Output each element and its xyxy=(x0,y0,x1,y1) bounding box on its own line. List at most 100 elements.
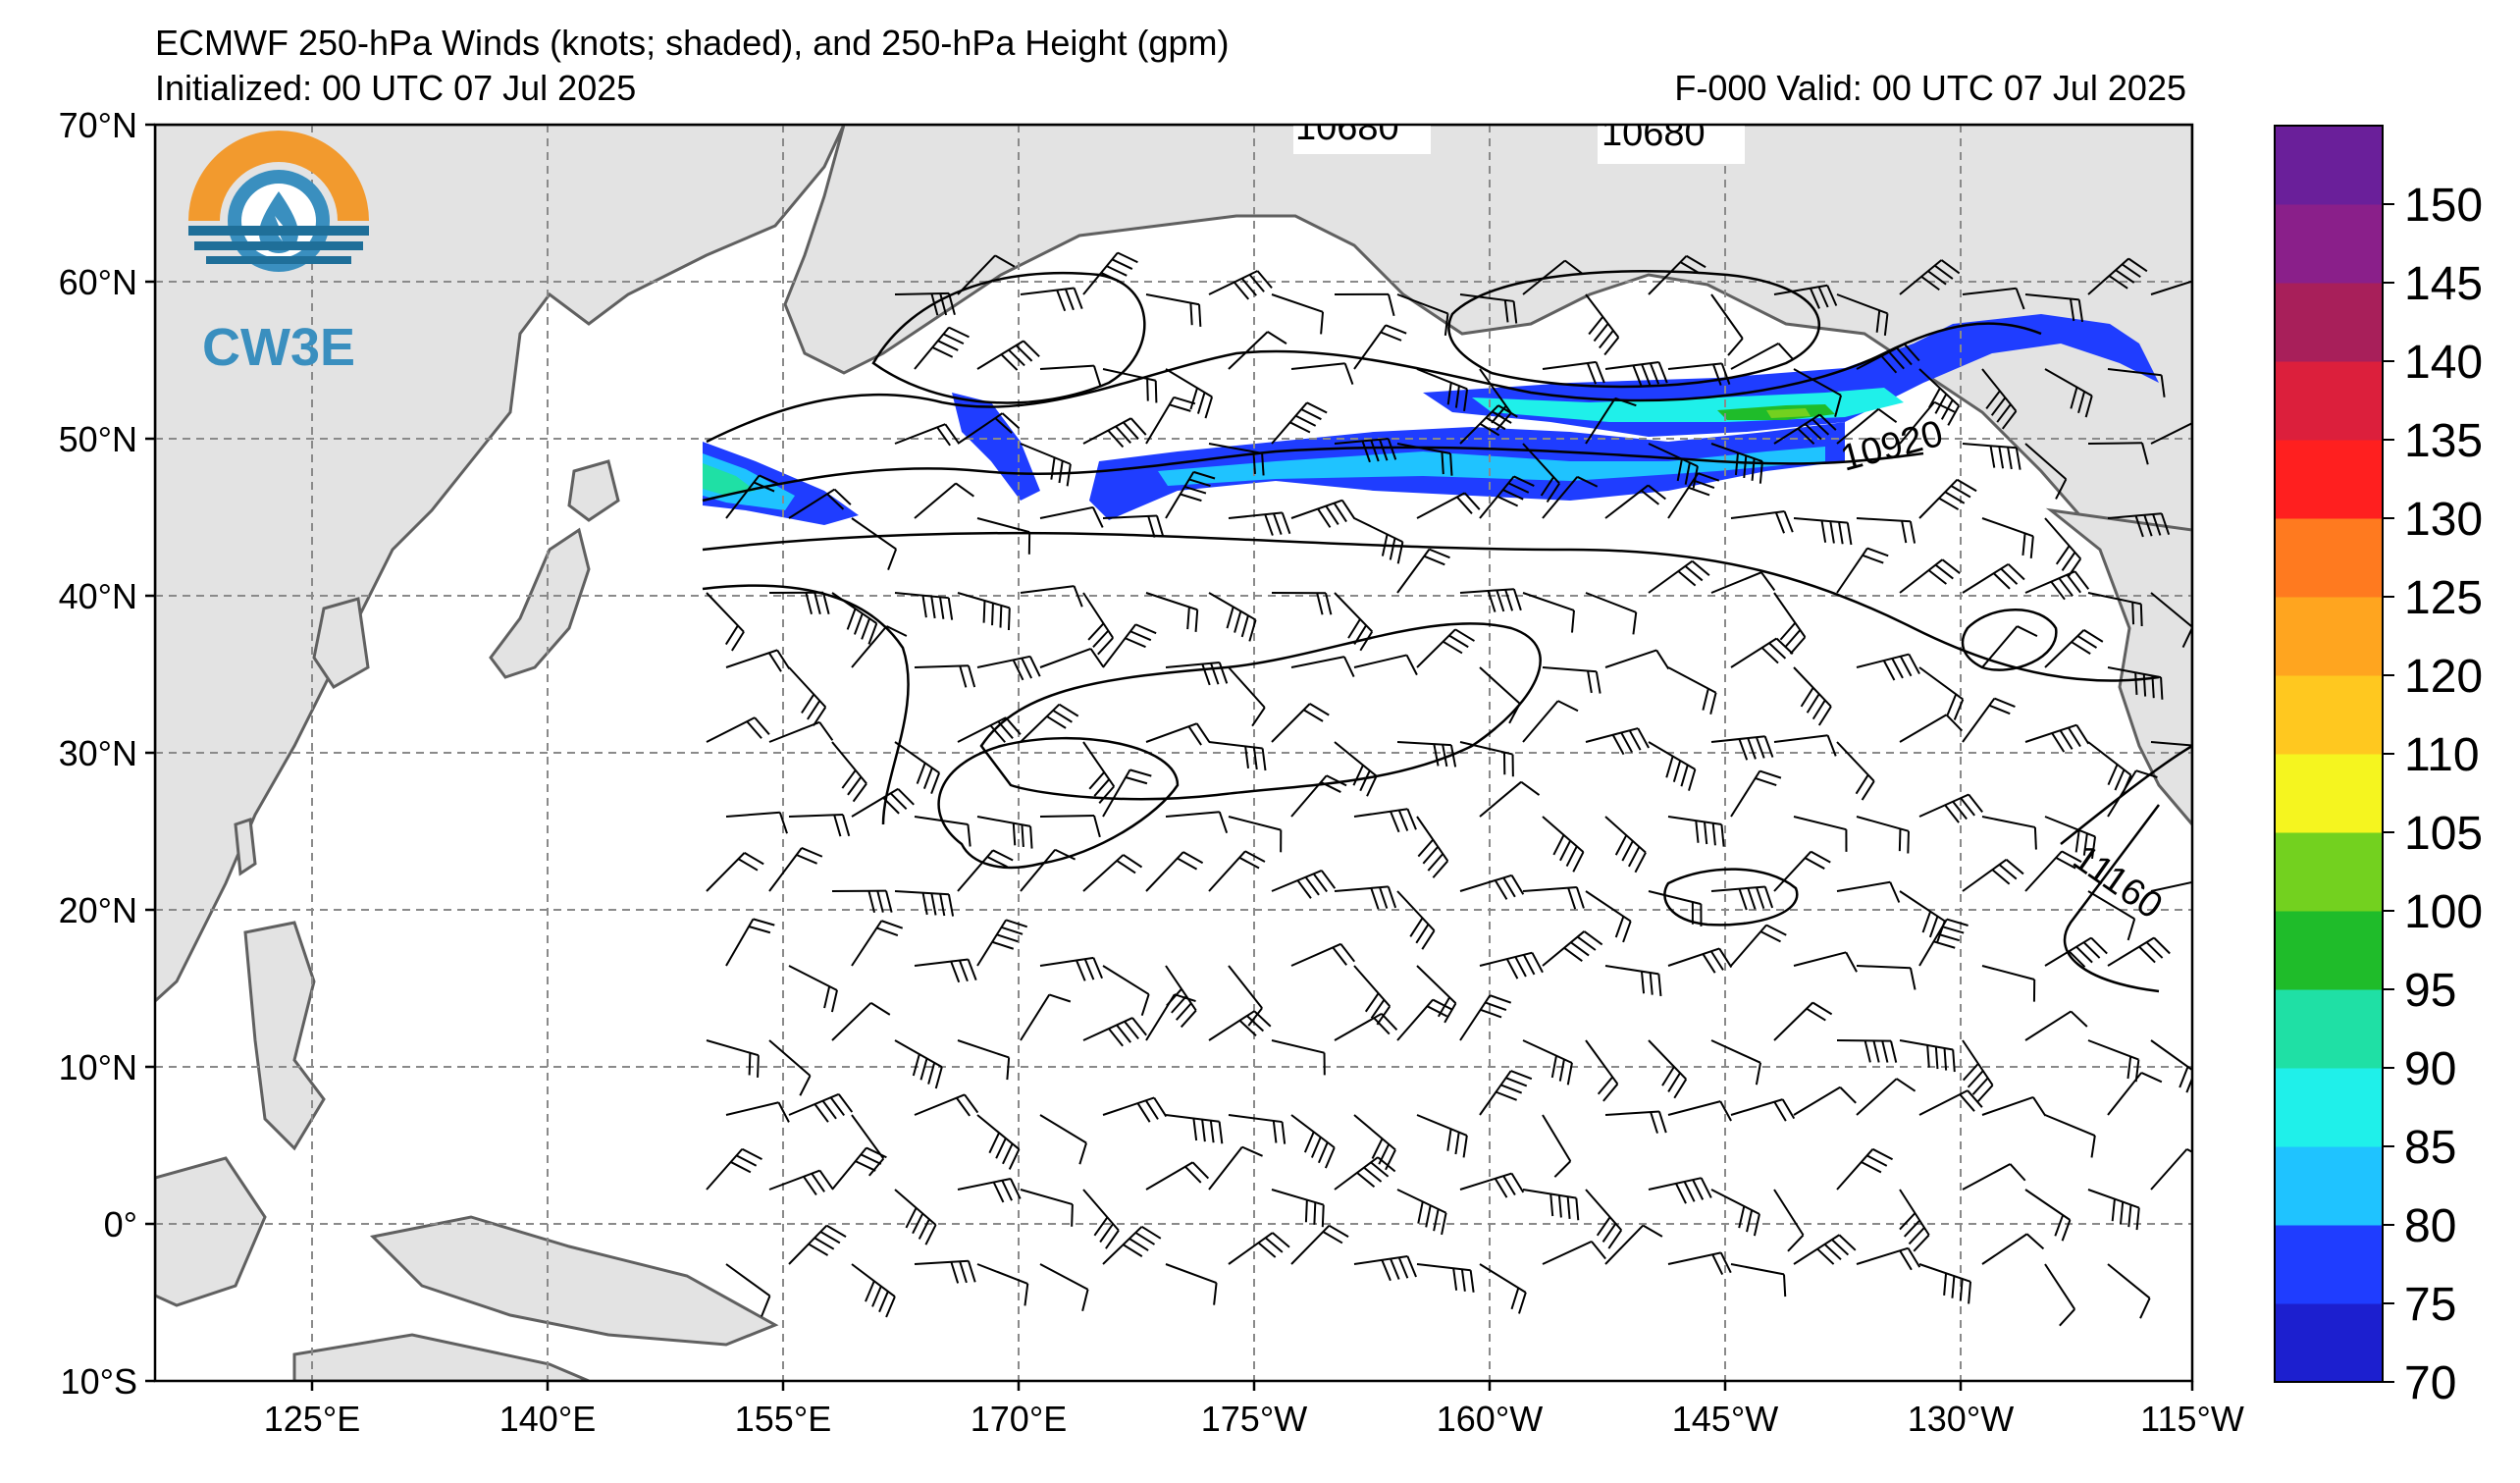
wind-barb xyxy=(1271,592,1333,615)
colorbar-segment xyxy=(2275,754,2383,833)
wind-barb xyxy=(1228,1232,1290,1265)
colorbar-label: 130 xyxy=(2404,494,2483,546)
jet-streak-main-core xyxy=(1158,447,1825,486)
wind-barb xyxy=(1145,722,1211,746)
japan-island xyxy=(489,527,591,679)
wind-barb xyxy=(2024,850,2082,892)
wind-barb xyxy=(1856,1078,1916,1116)
wind-barb xyxy=(1585,727,1650,756)
wind-barb xyxy=(1228,1114,1286,1144)
wind-barb xyxy=(1604,1110,1667,1134)
wind-barb xyxy=(725,649,791,672)
wind-barb xyxy=(1271,401,1328,445)
wind-barb xyxy=(1353,1114,1396,1171)
lon-label-145w: 145°W xyxy=(1672,1399,1778,1439)
wind-barb xyxy=(1604,360,1668,387)
wind-barb xyxy=(1604,1224,1663,1265)
wind-barb xyxy=(1459,874,1525,900)
wind-barb xyxy=(1856,653,1920,681)
colorbar-label: 150 xyxy=(2404,180,2483,232)
wind-barb xyxy=(1585,1039,1619,1102)
contour-11280-inner xyxy=(937,736,1180,870)
wind-barb xyxy=(725,811,788,834)
wind-barb xyxy=(1020,287,1083,312)
wind-barb xyxy=(1604,484,1666,519)
lon-label-170e: 170°E xyxy=(971,1399,1067,1439)
wind-barb xyxy=(1396,443,1453,476)
wind-barb xyxy=(768,591,830,615)
wind-barb xyxy=(1730,510,1794,534)
wind-barb xyxy=(1396,890,1436,950)
wind-barb xyxy=(1604,965,1662,997)
wind-barb xyxy=(831,592,878,645)
wind-barb xyxy=(851,1263,896,1318)
wind-barb xyxy=(1165,661,1229,686)
wind-barb xyxy=(1145,293,1202,327)
wind-barb xyxy=(2044,936,2108,968)
wind-barb xyxy=(725,1263,771,1317)
wind-barb xyxy=(1667,666,1717,715)
wind-barb xyxy=(976,919,1028,967)
wind-barb xyxy=(2024,723,2090,753)
wind-barb xyxy=(2044,1263,2076,1327)
lat-label-70n: 70°N xyxy=(59,105,137,145)
wind-barb xyxy=(914,958,977,983)
wind-barb xyxy=(1730,1098,1796,1122)
lon-label-175w: 175°W xyxy=(1201,1399,1307,1439)
wind-barb xyxy=(1165,1114,1224,1144)
wind-barb xyxy=(1585,1189,1623,1249)
wind-barb xyxy=(1522,443,1560,503)
wind-barb xyxy=(2107,769,2158,818)
wind-barb xyxy=(1102,623,1157,668)
wind-barb xyxy=(788,965,838,1013)
wind-barb xyxy=(1522,885,1585,910)
wind-barb xyxy=(1585,293,1620,356)
asia-landmass xyxy=(155,125,846,1004)
wind-barb xyxy=(1082,741,1116,804)
wind-barb xyxy=(1459,741,1514,777)
init-time: Initialized: 00 UTC 07 Jul 2025 xyxy=(155,68,637,108)
wind-barb xyxy=(1145,1161,1210,1191)
wind-barb xyxy=(1208,741,1267,771)
wind-barb xyxy=(1102,768,1152,818)
wind-barb xyxy=(831,1146,887,1191)
wind-barb xyxy=(1918,666,1965,720)
wind-barb xyxy=(1836,741,1875,801)
wind-barb xyxy=(2024,570,2090,601)
wind-barb xyxy=(1667,472,1720,519)
new-guinea-island xyxy=(369,1215,779,1347)
wind-barb xyxy=(1836,1147,1894,1191)
wind-barb xyxy=(1353,1254,1417,1282)
lat-label-60n: 60°N xyxy=(59,262,137,302)
wind-barb xyxy=(1082,1189,1120,1249)
wind-barb xyxy=(1710,735,1774,761)
colorbar: 70 75 80 85 90 95 100 105 110 120 125 130 135 140 145 1… xyxy=(2274,125,2483,1409)
wind-barb xyxy=(1082,417,1147,449)
wind-barb xyxy=(1773,734,1837,757)
colorbar-label: 70 xyxy=(2404,1357,2456,1409)
wind-barb xyxy=(1648,559,1710,594)
jet-streak-max-yellow xyxy=(1766,408,1811,418)
wind-barb xyxy=(1479,1263,1527,1314)
wind-barb xyxy=(1773,413,1837,446)
wind-barb xyxy=(1479,666,1521,724)
wind-barb xyxy=(1459,994,1512,1041)
wind-barb xyxy=(1082,854,1143,892)
contour-10800 xyxy=(706,322,2042,444)
wind-barb xyxy=(1585,890,1632,943)
wind-barb xyxy=(2150,592,2192,648)
alaska-landmass xyxy=(783,125,2192,631)
wind-barb xyxy=(1793,666,1832,726)
colorbar-segment xyxy=(2275,597,2383,676)
wind-barb xyxy=(1228,666,1266,727)
wind-barb xyxy=(831,741,867,803)
wind-barbs xyxy=(706,251,2192,1327)
wind-barb xyxy=(1522,592,1575,633)
wind-barb xyxy=(1836,408,1898,445)
wind-barb xyxy=(1793,816,1848,852)
wind-barb xyxy=(976,1114,1021,1170)
wind-barb xyxy=(914,1259,976,1284)
wind-barb xyxy=(957,592,1011,631)
wind-barb xyxy=(2087,257,2148,295)
colorbar-segment xyxy=(2275,911,2383,990)
